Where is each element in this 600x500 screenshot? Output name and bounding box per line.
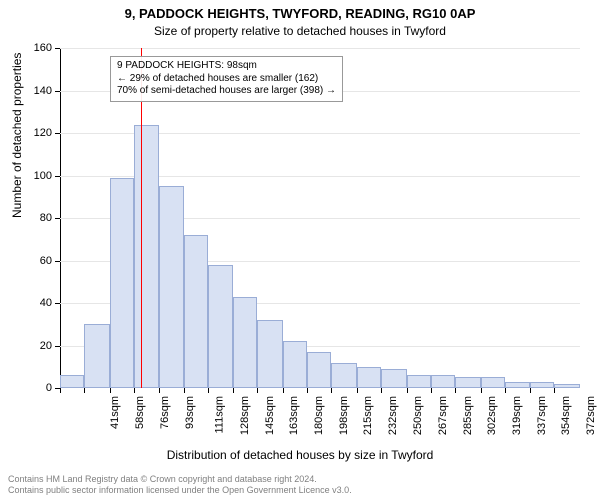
y-tick-label: 160 (12, 42, 52, 54)
x-tick-label: 111sqm (213, 396, 225, 434)
y-tick (55, 261, 60, 262)
histogram-bar (233, 297, 257, 388)
x-tick (505, 388, 506, 393)
chart-title-line2: Size of property relative to detached ho… (0, 24, 600, 38)
x-tick (481, 388, 482, 393)
y-tick-label: 60 (12, 255, 52, 267)
x-tick (307, 388, 308, 393)
histogram-bar (530, 382, 554, 388)
x-tick-label: 128sqm (239, 396, 251, 435)
x-tick-label: 58sqm (134, 396, 146, 429)
x-tick (431, 388, 432, 393)
histogram-bar (283, 341, 307, 388)
x-tick-label: 93sqm (184, 396, 196, 429)
x-tick (208, 388, 209, 393)
x-tick (381, 388, 382, 393)
info-box-line: 70% of semi-detached houses are larger (… (117, 85, 336, 98)
y-tick (55, 218, 60, 219)
histogram-bar (331, 363, 357, 389)
y-tick (55, 303, 60, 304)
y-tick-label: 140 (12, 85, 52, 97)
histogram-bar (455, 377, 481, 388)
footer-line: Contains HM Land Registry data © Crown c… (8, 474, 352, 485)
histogram-bar (257, 320, 283, 388)
y-tick-label: 40 (12, 297, 52, 309)
histogram-bar (134, 125, 160, 389)
y-tick (55, 91, 60, 92)
histogram-bar (84, 324, 110, 388)
y-tick (55, 346, 60, 347)
x-tick-label: 180sqm (313, 396, 325, 435)
footer-line: Contains public sector information licen… (8, 485, 352, 496)
x-tick-label: 145sqm (264, 396, 276, 435)
x-tick (84, 388, 85, 393)
histogram-bar (208, 265, 234, 388)
x-tick (257, 388, 258, 393)
histogram-bar (60, 375, 84, 388)
x-tick (554, 388, 555, 393)
y-tick-label: 0 (12, 382, 52, 394)
x-tick (283, 388, 284, 393)
x-tick-label: 354sqm (561, 396, 573, 435)
info-box: 9 PADDOCK HEIGHTS: 98sqm ← 29% of detach… (110, 56, 343, 102)
x-tick-label: 41sqm (109, 396, 121, 429)
x-tick-label: 198sqm (338, 396, 350, 435)
x-tick (233, 388, 234, 393)
y-tick-label: 20 (12, 340, 52, 352)
x-tick-label: 337sqm (536, 396, 548, 435)
x-tick (530, 388, 531, 393)
histogram-bar (184, 235, 208, 388)
histogram-bar (407, 375, 431, 388)
x-tick (331, 388, 332, 393)
y-tick-label: 80 (12, 212, 52, 224)
x-tick-label: 163sqm (289, 396, 301, 435)
x-tick (455, 388, 456, 393)
x-tick-label: 232sqm (387, 396, 399, 435)
histogram-bar (307, 352, 331, 388)
histogram-bar (357, 367, 381, 388)
x-tick-label: 319sqm (511, 396, 523, 435)
y-tick-label: 100 (12, 170, 52, 182)
x-axis-label: Distribution of detached houses by size … (0, 448, 600, 462)
histogram-bar (159, 186, 183, 388)
histogram-bar (431, 375, 455, 388)
chart-title-line1: 9, PADDOCK HEIGHTS, TWYFORD, READING, RG… (0, 6, 600, 21)
x-tick (159, 388, 160, 393)
y-tick (55, 133, 60, 134)
histogram-bar (554, 384, 580, 388)
y-tick (55, 48, 60, 49)
x-tick-label: 215sqm (362, 396, 374, 435)
info-box-line: 9 PADDOCK HEIGHTS: 98sqm (117, 60, 336, 73)
histogram-bar (110, 178, 134, 388)
chart-container: 9, PADDOCK HEIGHTS, TWYFORD, READING, RG… (0, 0, 600, 500)
x-tick (60, 388, 61, 393)
grid-line (60, 48, 580, 49)
x-tick-label: 372sqm (585, 396, 597, 435)
x-tick-label: 76sqm (159, 396, 171, 429)
x-tick (110, 388, 111, 393)
x-tick (357, 388, 358, 393)
x-tick-label: 302sqm (486, 396, 498, 435)
y-tick (55, 176, 60, 177)
footer-attribution: Contains HM Land Registry data © Crown c… (8, 474, 352, 496)
x-tick-label: 285sqm (462, 396, 474, 435)
histogram-bar (505, 382, 531, 388)
x-tick (407, 388, 408, 393)
x-tick-label: 250sqm (412, 396, 424, 435)
y-tick-label: 120 (12, 127, 52, 139)
histogram-bar (481, 377, 505, 388)
info-box-line: ← 29% of detached houses are smaller (16… (117, 73, 336, 86)
x-tick-label: 267sqm (437, 396, 449, 435)
x-tick (184, 388, 185, 393)
histogram-bar (381, 369, 407, 388)
x-tick (134, 388, 135, 393)
